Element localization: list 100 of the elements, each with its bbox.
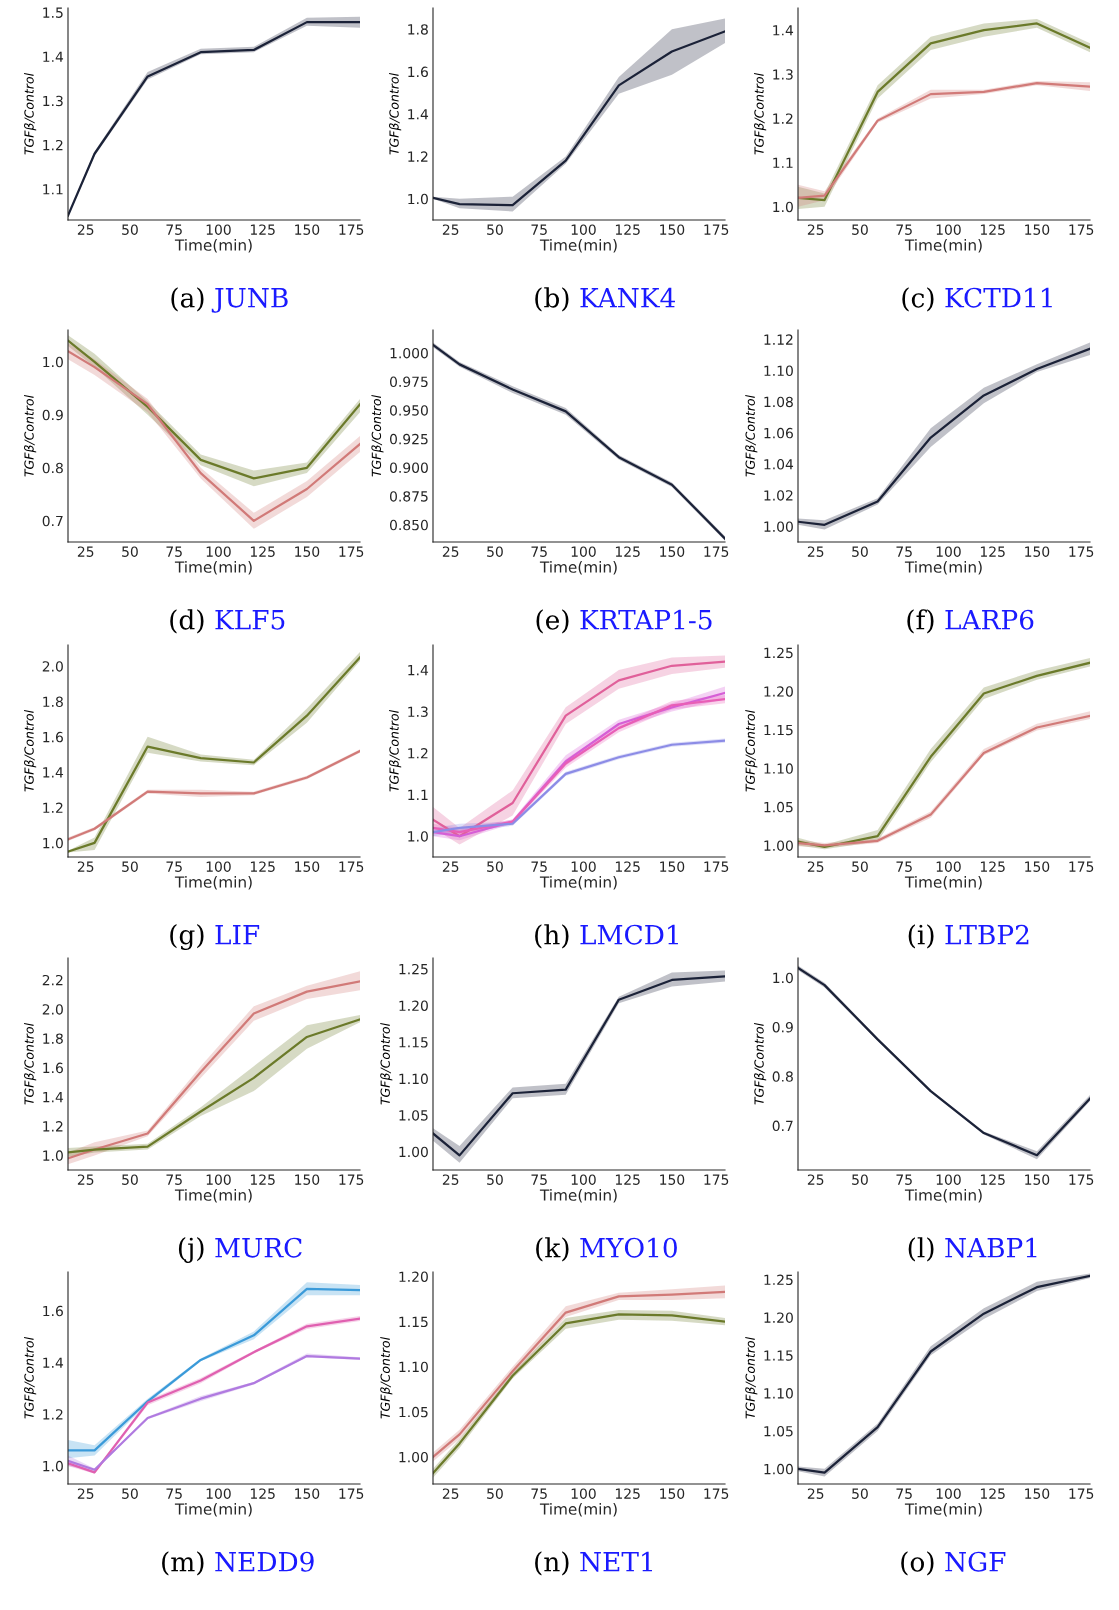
x-tick-label: 150: [660, 1488, 685, 1499]
x-tick-label: 100: [571, 1488, 596, 1499]
x-axis-title: Time(min): [174, 561, 252, 575]
x-tick-label: 125: [615, 861, 640, 872]
x-tick-label: 175: [704, 1488, 729, 1499]
x-tick-label: 100: [206, 546, 231, 557]
y-axis-title: TGFβ/Control: [380, 1022, 393, 1105]
x-tick-label: 175: [339, 1174, 364, 1185]
x-tick-label: 50: [122, 1174, 138, 1185]
y-tick-label: 1.20: [764, 686, 793, 697]
y-tick-label: 1.6: [43, 1305, 63, 1317]
y-tick-label: 1.02: [764, 490, 793, 501]
x-tick-label: 75: [896, 861, 912, 872]
x-axis-title: Time(min): [904, 876, 982, 890]
x-tick-label: 50: [852, 546, 868, 557]
x-tick-label: 175: [1069, 1488, 1094, 1499]
y-tick-label: 1.1: [43, 184, 63, 195]
x-tick-label: 25: [442, 1488, 459, 1499]
x-tick-label: 175: [339, 1488, 364, 1499]
y-tick-label: 1.10: [764, 1388, 793, 1399]
text: (j) MURC: [178, 1237, 302, 1263]
x-tick-label: 75: [896, 1488, 912, 1499]
y-tick-label: 0.975: [389, 376, 428, 388]
y-tick-label: 0.7: [42, 515, 63, 527]
y-tick-label: 1.08: [764, 396, 793, 408]
x-axis-title: Time(min): [174, 876, 252, 890]
x-tick-label: 150: [660, 546, 685, 557]
x-tick-label: 50: [852, 861, 868, 872]
x-tick-label: 150: [1025, 546, 1050, 557]
x-tick-label: 175: [704, 1174, 729, 1185]
text: (a) JUNB: [171, 287, 288, 313]
y-tick-label: 0.9: [772, 1021, 793, 1033]
y-tick-label: 1.15: [399, 1316, 428, 1328]
x-axis-title: Time(min): [174, 239, 252, 253]
y-tick-label: 1.8: [43, 1033, 63, 1044]
y-tick-label: 1.0: [43, 356, 63, 368]
y-tick-label: 1.0: [408, 831, 428, 842]
y-tick-label: 1.4: [43, 767, 64, 778]
y-tick-label: 1.0: [43, 837, 63, 849]
x-tick-label: 75: [531, 1488, 547, 1499]
x-tick-label: 100: [571, 861, 596, 872]
x-tick-label: 175: [1069, 546, 1094, 557]
x-tick-label: 100: [206, 1488, 231, 1499]
y-tick-label: 1.00: [764, 840, 793, 851]
text: (f) LARP6: [907, 609, 1034, 634]
y-tick-label: 1.2: [43, 1121, 63, 1132]
text: (g) LIF: [170, 924, 260, 950]
x-tick-label: 25: [442, 224, 459, 235]
x-tick-label: 100: [936, 546, 961, 557]
y-axis-title: TGFβ/Control: [745, 709, 758, 792]
y-tick-label: 1.4: [773, 25, 794, 36]
y-tick-label: 1.4: [408, 665, 429, 676]
x-tick-label: 150: [660, 861, 685, 872]
y-tick-label: 1.1: [773, 157, 793, 168]
y-tick-label: 1.6: [408, 66, 428, 78]
x-axis-title: Time(min): [904, 1503, 982, 1517]
x-tick-label: 150: [1025, 1488, 1050, 1499]
y-axis-title: TGFβ/Control: [24, 394, 37, 477]
y-axis-title: TGFβ/Control: [389, 709, 402, 792]
y-tick-label: 0.8: [772, 1071, 793, 1082]
x-tick-label: 50: [487, 1488, 503, 1499]
y-tick-label: 1.06: [764, 427, 793, 439]
y-tick-label: 1.00: [764, 521, 793, 532]
y-tick-label: 1.25: [764, 1274, 793, 1286]
x-tick-label: 50: [122, 546, 138, 557]
y-tick-label: 0.7: [772, 1120, 793, 1132]
y-tick-label: 1.10: [399, 1361, 428, 1373]
y-tick-label: 2.0: [42, 1004, 63, 1015]
x-tick-label: 50: [852, 1174, 868, 1185]
y-tick-label: 1.15: [764, 1350, 793, 1361]
x-tick-label: 75: [896, 546, 912, 557]
text: (e) KRTAP1-5: [536, 609, 712, 634]
x-tick-label: 25: [77, 1488, 94, 1499]
y-tick-label: 1.4: [408, 109, 429, 120]
y-tick-label: 1.15: [764, 724, 793, 736]
y-tick-label: 1.2: [43, 1409, 63, 1420]
x-axis-title: Time(min): [539, 876, 617, 890]
x-tick-label: 75: [531, 861, 547, 872]
y-tick-label: 1.8: [43, 696, 63, 708]
x-tick-label: 25: [807, 1488, 824, 1499]
x-tick-label: 100: [936, 224, 961, 235]
y-tick-label: 1.0: [43, 1460, 63, 1472]
y-tick-label: 1.3: [408, 706, 428, 717]
y-axis-title: TGFβ/Control: [24, 709, 37, 792]
y-tick-label: 1.0: [773, 972, 793, 984]
y-axis-title: TGFβ/Control: [754, 1022, 767, 1105]
y-tick-label: 1.6: [43, 1062, 63, 1074]
text: (k) MYO10: [536, 1237, 677, 1262]
x-tick-label: 75: [166, 224, 182, 235]
x-tick-label: 125: [980, 224, 1005, 235]
x-tick-label: 125: [980, 1174, 1005, 1185]
x-tick-label: 75: [166, 546, 182, 557]
x-tick-label: 100: [571, 1174, 596, 1185]
y-tick-label: 1.20: [399, 1271, 428, 1282]
x-tick-label: 25: [442, 861, 459, 872]
x-tick-label: 125: [250, 1488, 275, 1499]
y-tick-label: 1.3: [43, 95, 63, 107]
x-axis-title: Time(min): [539, 1189, 617, 1203]
y-tick-label: 1.25: [764, 647, 793, 659]
x-tick-label: 175: [339, 546, 364, 557]
